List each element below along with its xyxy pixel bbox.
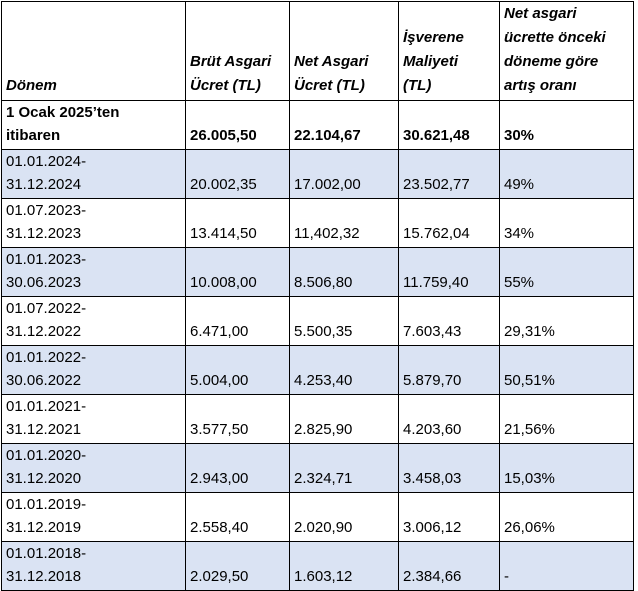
- table-row: 01.07.2022- 31.12.2022 6.471,00 5.500,35 7.6…: [1, 296, 634, 346]
- table-row: 01.07.2023- 31.12.2023 13.414,50 11,402,32 1…: [1, 198, 634, 248]
- cell-increase-rate: 30%: [499, 100, 634, 150]
- cell-period: 01.01.2018- 31.12.2018: [1, 541, 186, 591]
- cell-net: 4.253,40: [289, 345, 399, 395]
- cell-employer-cost: 2.384,66: [398, 541, 500, 591]
- header-period: Dönem: [1, 1, 186, 101]
- cell-gross: 2.558,40: [185, 492, 290, 542]
- cell-employer-cost: 30.621,48: [398, 100, 500, 150]
- cell-gross: 6.471,00: [185, 296, 290, 346]
- cell-increase-rate: 26,06%: [499, 492, 634, 542]
- cell-increase-rate: 21,56%: [499, 394, 634, 444]
- cell-employer-cost: 11.759,40: [398, 247, 500, 297]
- cell-net: 5.500,35: [289, 296, 399, 346]
- cell-employer-cost: 7.603,43: [398, 296, 500, 346]
- cell-period: 01.01.2023- 30.06.2023: [1, 247, 186, 297]
- cell-increase-rate: 15,03%: [499, 443, 634, 493]
- cell-gross: 20.002,35: [185, 149, 290, 199]
- cell-net: 2.324,71: [289, 443, 399, 493]
- cell-increase-rate: 29,31%: [499, 296, 634, 346]
- cell-gross: 10.008,00: [185, 247, 290, 297]
- table-row: 1 Ocak 2025’ten itibaren 26.005,50 22.104,6…: [1, 100, 634, 150]
- table-row: 01.01.2018- 31.12.2018 2.029,50 1.603,12 2.3…: [1, 541, 634, 591]
- cell-period: 01.01.2024- 31.12.2024: [1, 149, 186, 199]
- table-row: 01.01.2022- 30.06.2022 5.004,00 4.253,40 5.8…: [1, 345, 634, 395]
- cell-period: 01.01.2021- 31.12.2021: [1, 394, 186, 444]
- cell-net: 1.603,12: [289, 541, 399, 591]
- cell-net: 22.104,67: [289, 100, 399, 150]
- cell-net: 2.825,90: [289, 394, 399, 444]
- cell-increase-rate: 34%: [499, 198, 634, 248]
- cell-gross: 2.943,00: [185, 443, 290, 493]
- cell-employer-cost: 3.006,12: [398, 492, 500, 542]
- cell-employer-cost: 4.203,60: [398, 394, 500, 444]
- cell-gross: 26.005,50: [185, 100, 290, 150]
- header-employer-cost: İşverene Maliyeti (TL): [398, 1, 500, 101]
- cell-increase-rate: 49%: [499, 149, 634, 199]
- cell-employer-cost: 5.879,70: [398, 345, 500, 395]
- cell-gross: 2.029,50: [185, 541, 290, 591]
- cell-increase-rate: 50,51%: [499, 345, 634, 395]
- table-row: 01.01.2019- 31.12.2019 2.558,40 2.020,90 3.0…: [1, 492, 634, 542]
- cell-net: 8.506,80: [289, 247, 399, 297]
- cell-period: 01.01.2022- 30.06.2022: [1, 345, 186, 395]
- cell-employer-cost: 15.762,04: [398, 198, 500, 248]
- header-increase-rate: Net asgari ücrette önceki döneme göre ar…: [499, 1, 634, 101]
- cell-period: 01.01.2020- 31.12.2020: [1, 443, 186, 493]
- table-row: 01.01.2020- 31.12.2020 2.943,00 2.324,71 3.4…: [1, 443, 634, 493]
- header-gross: Brüt Asgari Ücret (TL): [185, 1, 290, 101]
- cell-net: 17.002,00: [289, 149, 399, 199]
- cell-net: 2.020,90: [289, 492, 399, 542]
- cell-net: 11,402,32: [289, 198, 399, 248]
- cell-period: 01.01.2019- 31.12.2019: [1, 492, 186, 542]
- table-row: 01.01.2023- 30.06.2023 10.008,00 8.506,80 11…: [1, 247, 634, 297]
- table-row: 01.01.2024- 31.12.2024 20.002,35 17.002,00 2…: [1, 149, 634, 199]
- cell-employer-cost: 3.458,03: [398, 443, 500, 493]
- table-row: 01.01.2021- 31.12.2021 3.577,50 2.825,90 4.2…: [1, 394, 634, 444]
- header-net: Net Asgari Ücret (TL): [289, 1, 399, 101]
- cell-period: 01.07.2022- 31.12.2022: [1, 296, 186, 346]
- cell-gross: 13.414,50: [185, 198, 290, 248]
- header-row: Dönem Brüt Asgari Ücret (TL) Net Asgari …: [1, 1, 634, 101]
- cell-increase-rate: 55%: [499, 247, 634, 297]
- cell-employer-cost: 23.502,77: [398, 149, 500, 199]
- cell-period: 01.07.2023- 31.12.2023: [1, 198, 186, 248]
- cell-gross: 3.577,50: [185, 394, 290, 444]
- cell-gross: 5.004,00: [185, 345, 290, 395]
- cell-increase-rate: -: [499, 541, 634, 591]
- cell-period: 1 Ocak 2025’ten itibaren: [1, 100, 186, 150]
